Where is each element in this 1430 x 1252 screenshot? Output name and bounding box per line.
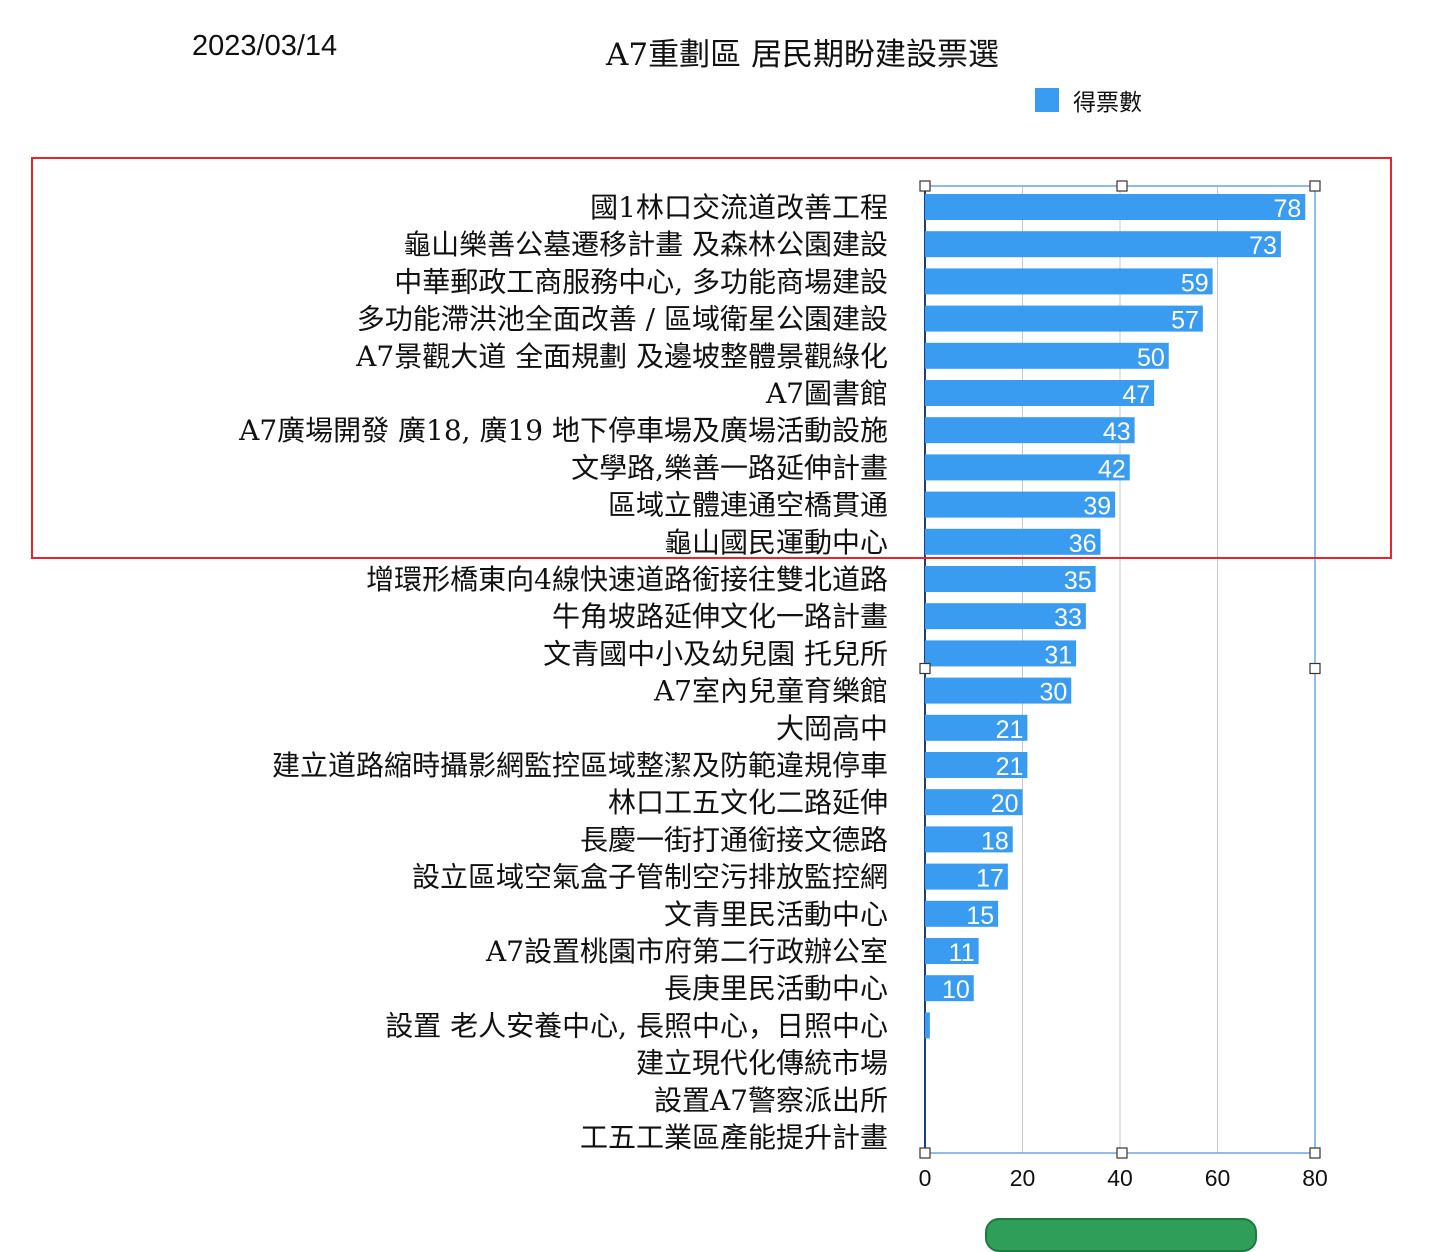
bar[interactable] xyxy=(925,640,1077,667)
bar[interactable] xyxy=(925,900,999,927)
bar[interactable] xyxy=(925,528,1101,555)
x-tick-label: 0 xyxy=(919,1165,932,1191)
resize-handle[interactable] xyxy=(919,180,931,192)
bar[interactable] xyxy=(925,231,1281,258)
chart-legend: 得票數 xyxy=(1035,83,1142,117)
data-label: 17 xyxy=(976,865,1004,893)
category-label: 龜山樂善公墓遷移計畫 及森林公園建設 xyxy=(403,228,888,261)
bar[interactable] xyxy=(925,603,1086,630)
data-label: 10 xyxy=(942,976,970,1004)
x-tick-label: 80 xyxy=(1302,1165,1328,1191)
x-tick-label: 20 xyxy=(1010,1165,1036,1191)
data-label: 42 xyxy=(1098,455,1126,483)
category-label: 長慶一街打通銜接文德路 xyxy=(580,823,888,856)
data-label: 36 xyxy=(1069,530,1097,558)
bar[interactable] xyxy=(925,975,974,1002)
category-label: A7景觀大道 全面規劃 及邊坡整體景觀綠化 xyxy=(355,340,888,373)
bar[interactable] xyxy=(925,677,1072,704)
bar[interactable] xyxy=(925,789,1023,816)
legend-label: 得票數 xyxy=(1073,90,1142,116)
category-label: 文青國中小及幼兒園 托兒所 xyxy=(543,637,888,670)
data-label: 50 xyxy=(1137,344,1165,372)
resize-handle[interactable] xyxy=(1116,1147,1128,1159)
data-label: 35 xyxy=(1064,567,1092,595)
bar[interactable] xyxy=(925,194,1306,220)
category-label: 增環形橋東向4線快速道路銜接往雙北道路 xyxy=(366,563,888,596)
category-label: 長庚里民活動中心 xyxy=(664,972,888,1005)
bar[interactable] xyxy=(925,305,1203,332)
category-label: 建立現代化傳統市場 xyxy=(636,1047,888,1080)
category-label: A7廣場開發 廣18, 廣19 地下停車場及廣場活動設施 xyxy=(238,414,888,447)
category-label: 牛角坡路延伸文化一路計畫 xyxy=(552,600,888,633)
bottom-button[interactable] xyxy=(985,1218,1257,1252)
category-label: 多功能滯洪池全面改善 / 區域衛星公園建設 xyxy=(357,303,888,336)
resize-handle[interactable] xyxy=(919,662,931,675)
bar[interactable] xyxy=(925,938,979,964)
data-label: 15 xyxy=(966,902,994,930)
category-label: 文青里民活動中心 xyxy=(664,898,888,931)
data-label: 20 xyxy=(991,790,1019,818)
data-label: 43 xyxy=(1103,418,1131,446)
resize-handle[interactable] xyxy=(919,1147,931,1159)
data-label: 21 xyxy=(996,753,1024,781)
category-label: A7室內兒童育樂館 xyxy=(653,675,888,708)
category-label: A7設置桃園市府第二行政辦公室 xyxy=(485,935,888,968)
bar[interactable] xyxy=(925,380,1155,406)
category-label: 區域立體連通空橋貫通 xyxy=(608,489,888,522)
data-label: 73 xyxy=(1249,232,1277,260)
category-label: 設置 老人安養中心, 長照中心，日照中心 xyxy=(385,1009,888,1042)
data-label: 21 xyxy=(996,716,1024,744)
category-label: 建立道路縮時攝影網監控區域整潔及防範違規停車 xyxy=(272,749,888,782)
x-tick-label: 40 xyxy=(1107,1165,1133,1191)
resize-handle[interactable] xyxy=(1309,180,1321,192)
data-label: 78 xyxy=(1273,195,1301,223)
category-label: 設置A7警察派出所 xyxy=(654,1084,888,1117)
category-label: A7圖書館 xyxy=(765,377,888,410)
resize-handle[interactable] xyxy=(1116,180,1128,192)
bar[interactable] xyxy=(925,863,1008,890)
category-label: 國1林口交流道改善工程 xyxy=(590,191,888,224)
category-label: 林口工五文化二路延伸 xyxy=(608,786,888,819)
data-label: 57 xyxy=(1171,307,1199,335)
bar[interactable] xyxy=(925,1012,930,1039)
data-label: 39 xyxy=(1083,493,1111,521)
data-label: 33 xyxy=(1054,604,1082,632)
chart-date: 2023/03/14 xyxy=(192,30,338,62)
data-label: 31 xyxy=(1044,641,1072,669)
data-label: 47 xyxy=(1122,381,1150,409)
category-label: 工五工業區產能提升計畫 xyxy=(580,1121,888,1154)
legend-swatch xyxy=(1035,88,1059,112)
resize-handle[interactable] xyxy=(1309,1147,1321,1159)
bar[interactable] xyxy=(925,417,1135,444)
bar[interactable] xyxy=(925,342,1169,369)
category-label: 龜山國民運動中心 xyxy=(664,526,888,559)
chart-title: A7重劃區 居民期盼建設票選 xyxy=(606,37,999,73)
bar[interactable] xyxy=(925,268,1213,295)
data-label: 18 xyxy=(981,827,1009,855)
x-tick-label: 60 xyxy=(1205,1165,1231,1191)
bar[interactable] xyxy=(925,454,1130,481)
data-label: 59 xyxy=(1181,269,1209,297)
category-label: 大岡高中 xyxy=(776,712,888,745)
category-label: 中華郵政工商服務中心, 多功能商場建設 xyxy=(394,265,888,298)
bar[interactable] xyxy=(925,752,1028,778)
data-label: 11 xyxy=(949,939,975,967)
bar[interactable] xyxy=(925,566,1096,592)
bar[interactable] xyxy=(925,826,1013,853)
bar[interactable] xyxy=(925,714,1028,741)
data-label: 30 xyxy=(1039,679,1067,707)
category-label: 設立區域空氣盒子管制空污排放監控網 xyxy=(412,861,888,894)
category-label: 文學路,樂善一路延伸計畫 xyxy=(571,451,888,484)
resize-handle[interactable] xyxy=(1309,662,1321,675)
bar[interactable] xyxy=(925,491,1116,518)
